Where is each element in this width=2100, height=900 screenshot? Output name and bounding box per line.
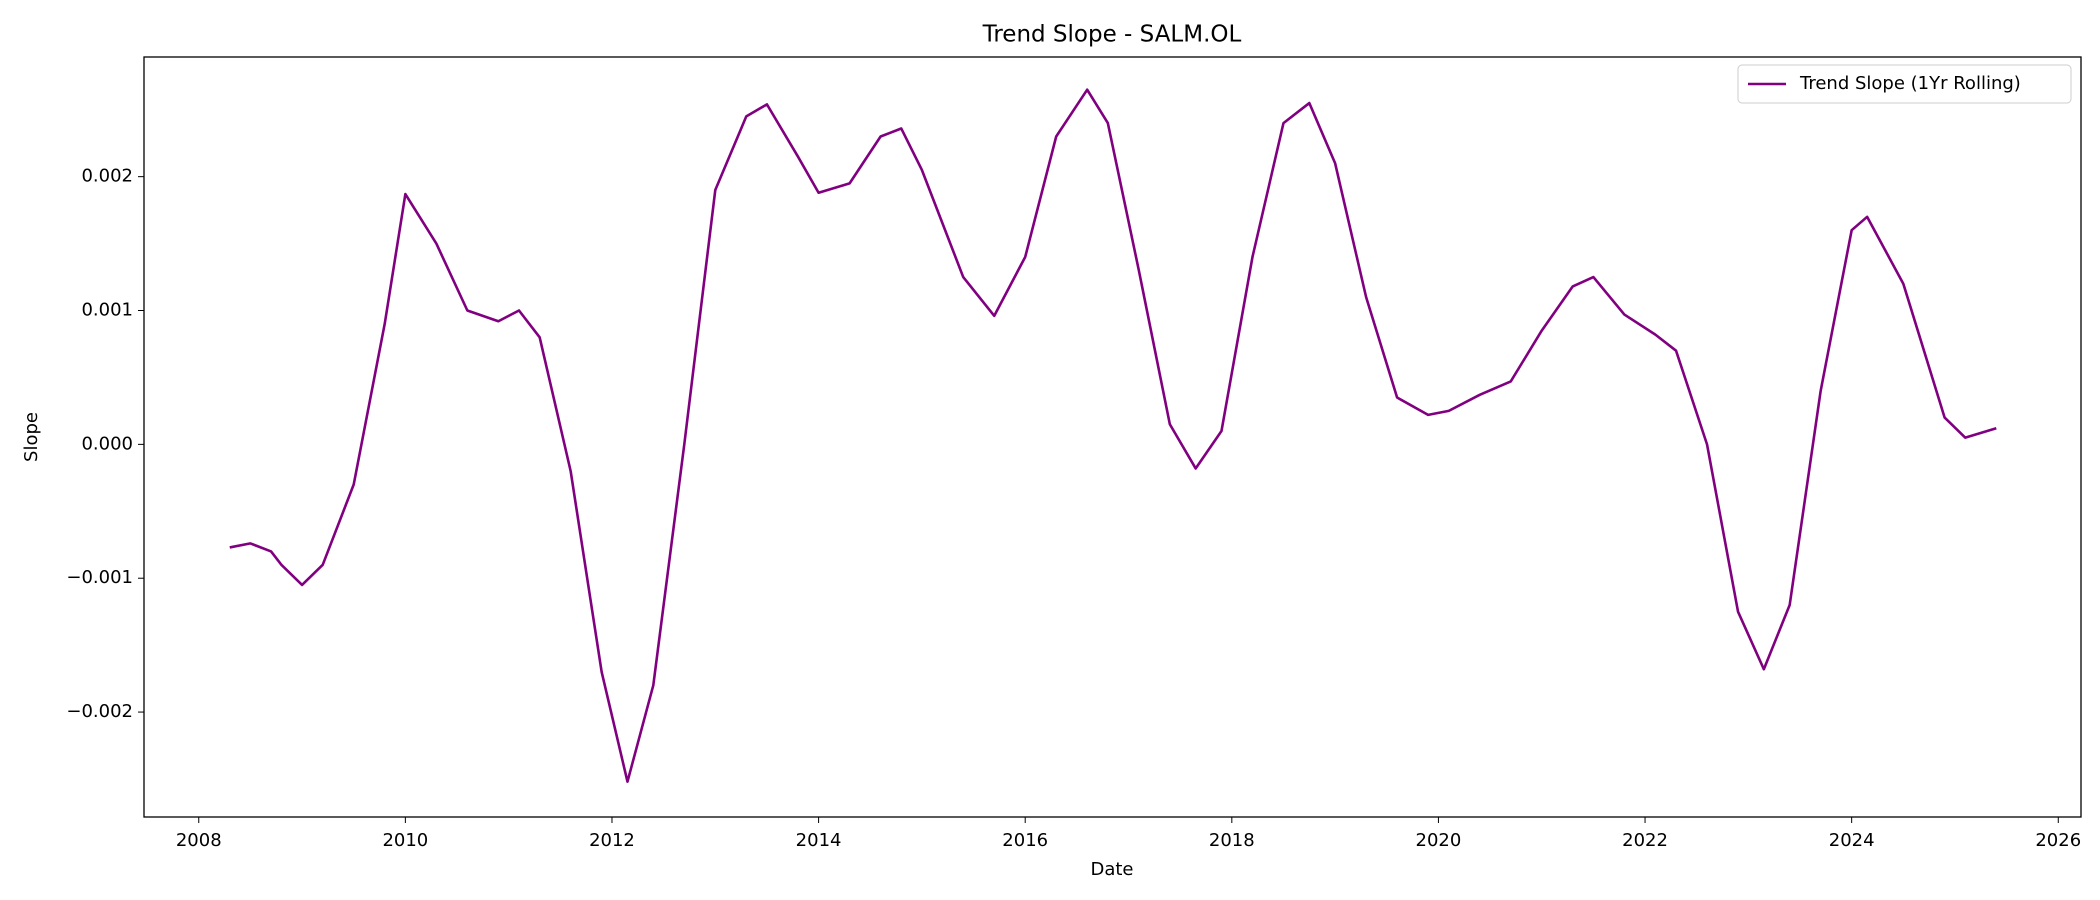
x-tick-label: 2016 — [1002, 830, 1048, 851]
x-tick-label: 2012 — [589, 830, 635, 851]
x-tick-label: 2022 — [1622, 830, 1668, 851]
x-axis-label: Date — [1090, 859, 1133, 880]
legend-label: Trend Slope (1Yr Rolling) — [1799, 73, 2021, 94]
y-tick-label: 0.001 — [81, 300, 133, 321]
axes-frame — [143, 56, 2082, 818]
x-tick-label: 2024 — [1829, 830, 1875, 851]
y-axis-label: Slope — [21, 412, 42, 462]
x-tick-label: 2020 — [1416, 830, 1462, 851]
y-tick-label: 0.000 — [81, 433, 133, 454]
x-tick-label: 2018 — [1209, 830, 1255, 851]
data-line — [229, 88, 1997, 783]
x-tick-label: 2008 — [176, 830, 222, 851]
x-tick-label: 2026 — [2035, 830, 2081, 851]
chart-title: Trend Slope - SALM.OL — [982, 22, 1242, 48]
x-tick-label: 2010 — [382, 830, 428, 851]
x-tick-label: 2014 — [796, 830, 842, 851]
y-tick-label: 0.002 — [81, 166, 133, 187]
y-tick-label: −0.001 — [66, 567, 133, 588]
y-tick-label: −0.002 — [66, 701, 133, 722]
legend-box — [1737, 64, 2072, 104]
